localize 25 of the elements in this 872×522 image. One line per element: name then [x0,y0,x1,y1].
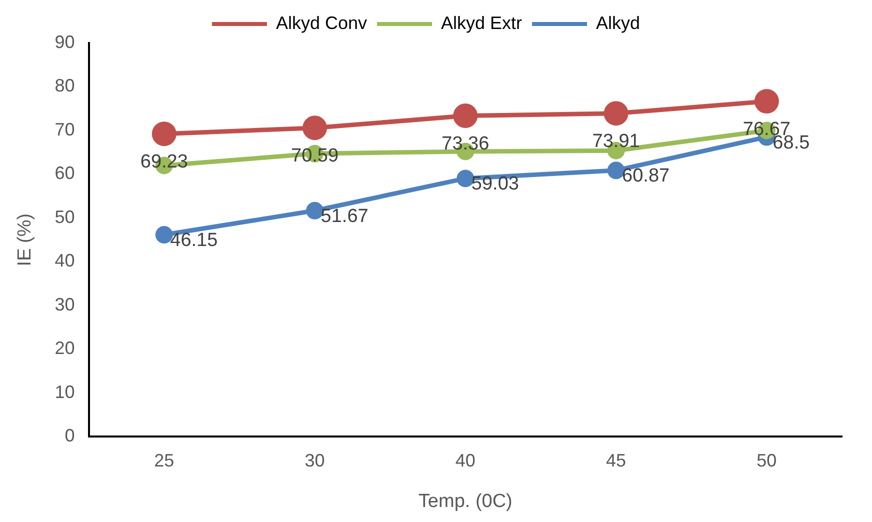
x-tick-label: 40 [455,450,476,470]
legend-label: Alkyd Extr [441,12,522,33]
y-tick-label: 50 [54,206,75,227]
y-tick-label: 60 [54,163,75,184]
y-tick-label: 20 [54,338,75,358]
y-tick-label: 90 [54,32,75,52]
data-label: 60.87 [622,166,670,187]
y-tick-label: 0 [64,426,75,446]
x-tick-label: 30 [304,450,325,470]
legend-label: Alkyd [596,12,640,33]
y-tick-label: 10 [54,382,75,402]
legend-label: Alkyd Conv [276,12,368,33]
data-label: 51.67 [320,206,368,227]
y-tick-label: 30 [54,294,75,314]
data-label: 73.91 [592,131,640,152]
y-tick-label: 40 [54,250,75,271]
x-tick-label: 25 [154,450,174,470]
x-axis-title: Temp. (0C) [418,490,512,512]
y-tick-label: 80 [54,76,75,96]
x-tick-label: 45 [606,450,626,470]
x-tick-label: 50 [756,450,777,470]
y-axis-title: IE (%) [14,213,36,266]
y-tick-label: 70 [54,119,75,140]
data-label: 46.15 [170,230,218,252]
data-label: 59.03 [471,174,519,195]
